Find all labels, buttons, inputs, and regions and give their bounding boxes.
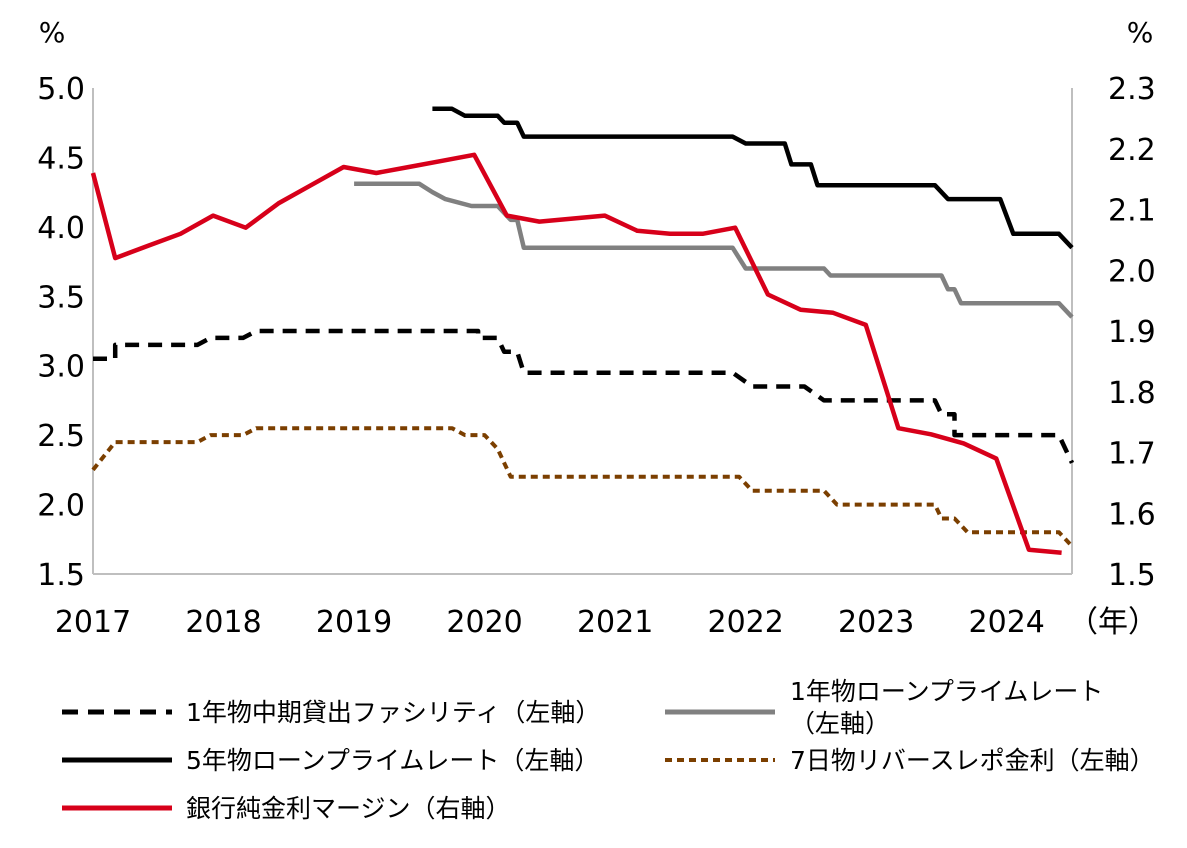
left-tick-label: 4.5: [37, 141, 85, 176]
legend-label-1y-lpr-line1: 1年物ローンプライムレート: [790, 677, 1103, 706]
right-tick-label: 1.8: [1108, 376, 1156, 411]
series-line-1y-mlf: [93, 328, 1075, 464]
left-tick-label: 4.0: [37, 211, 85, 246]
series-line-5y-lpr: [432, 106, 1074, 250]
series-line-7d-reverse-repo: [91, 426, 1074, 548]
legend-label-7d-reverse-repo: 7日物リバースレポ金利（左軸）: [790, 746, 1155, 775]
left-tick-label: 1.5: [37, 558, 85, 593]
legend-item-5y-lpr: 5年物ローンプライムレート（左軸）: [62, 746, 599, 775]
right-tick-label: 2.1: [1108, 194, 1156, 229]
right-axis-unit: %: [1127, 16, 1154, 49]
right-tick-label: 2.0: [1108, 254, 1156, 289]
legend-label-net-interest-margin: 銀行純金利マージン（右軸）: [186, 794, 511, 823]
legend-label-5y-lpr: 5年物ローンプライムレート（左軸）: [186, 746, 599, 775]
series-lines: [90, 106, 1075, 555]
right-tick-label: 1.6: [1108, 497, 1156, 532]
legend-item-1y-mlf: 1年物中期貸出ファシリティ（左軸）: [62, 698, 600, 727]
legend: 1年物中期貸出ファシリティ（左軸） 1年物ローンプライムレート （左軸） 5年物…: [62, 677, 1155, 823]
left-axis-unit: %: [39, 16, 66, 49]
legend-label-1y-lpr-line2: （左軸）: [790, 709, 890, 738]
left-tick-label: 5.0: [37, 72, 85, 107]
x-tick-label: 2021: [577, 605, 653, 640]
legend-label-1y-mlf: 1年物中期貸出ファシリティ（左軸）: [186, 698, 600, 727]
x-axis-unit-label: （年）: [1068, 605, 1158, 640]
series-line-1y-lpr: [354, 181, 1074, 319]
right-tick-label: 1.9: [1108, 315, 1156, 350]
left-tick-label: 2.0: [37, 489, 85, 524]
legend-item-7d-reverse-repo: 7日物リバースレポ金利（左軸）: [665, 746, 1155, 775]
legend-item-1y-lpr: 1年物ローンプライムレート （左軸）: [665, 677, 1111, 738]
x-tick-label: 2023: [838, 605, 914, 640]
x-tick-label: 2022: [707, 605, 783, 640]
series-line-net-interest-margin: [90, 152, 1062, 555]
legend-item-net-interest-margin: 銀行純金利マージン（右軸）: [62, 794, 511, 823]
left-tick-label: 3.0: [37, 350, 85, 385]
left-tick-label: 3.5: [37, 280, 85, 315]
legend-label-1y-lpr: 1年物ローンプライムレート （左軸）: [790, 677, 1111, 738]
axes: [92, 88, 1073, 575]
x-tick-label: 2018: [185, 605, 261, 640]
x-tick-label: 2020: [446, 605, 522, 640]
x-tick-label: 2024: [969, 605, 1045, 640]
tick-labels: 5.0 4.5 4.0 3.5 3.0 2.5 2.0 1.5 2.3 2.2 2.1 2.0 1.9 1…: [37, 72, 1155, 640]
right-tick-label: 2.3: [1108, 72, 1156, 107]
x-tick-label: 2017: [55, 605, 131, 640]
right-tick-label: 1.7: [1108, 437, 1156, 472]
left-tick-label: 2.5: [37, 419, 85, 454]
right-tick-label: 2.2: [1108, 133, 1156, 168]
right-tick-label: 1.5: [1108, 558, 1156, 593]
x-tick-label: 2019: [316, 605, 392, 640]
